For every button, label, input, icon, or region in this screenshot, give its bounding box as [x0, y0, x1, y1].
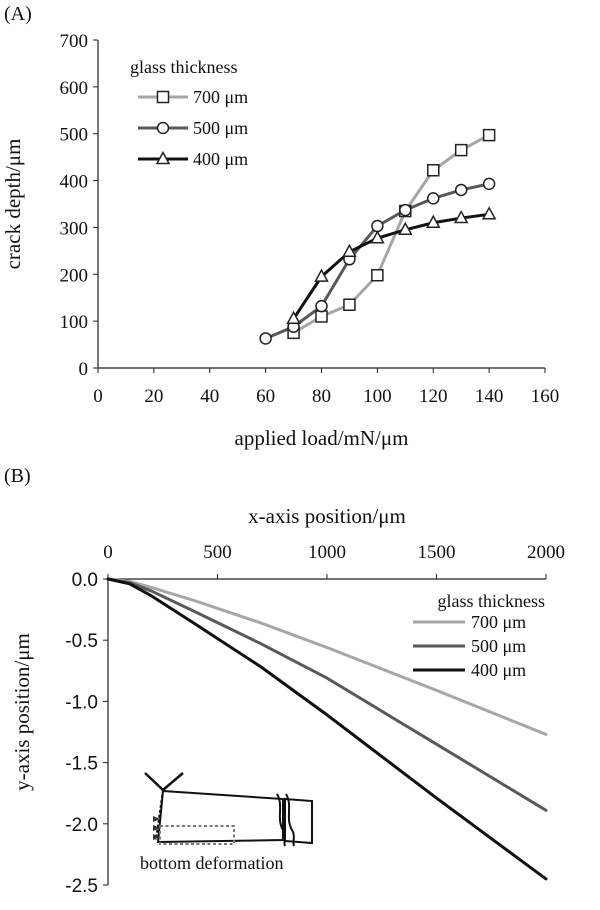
chart-b: 0 500 1000 1500 2000 0.0 -0.5 -1.0 -1.5 -2.0 -2.5 x…: [10, 504, 565, 897]
indenter-arm-right: [162, 772, 184, 791]
data-point: [398, 221, 413, 236]
y-tick-label: -0.5: [65, 631, 98, 652]
indenter-arm-left: [144, 772, 164, 791]
arrow-tip-icon: [153, 825, 160, 831]
x-tick-label: 20: [144, 386, 163, 407]
legend-label: 500 μm: [471, 636, 526, 656]
y-tick-label: -1.5: [65, 754, 98, 775]
data-point: [315, 299, 328, 313]
data-point: [343, 298, 356, 311]
arrow-tip-icon: [153, 834, 160, 840]
y-tick-label: 700: [60, 31, 89, 52]
legend-label: 700 μm: [193, 87, 248, 107]
legend-label: 400 μm: [193, 149, 248, 169]
x-tick-label: 140: [475, 386, 504, 407]
x-tick-label: 0: [103, 542, 113, 563]
legend-label: 700 μm: [471, 612, 526, 632]
data-point: [286, 310, 301, 325]
x-axis-title: applied load/mN/μm: [235, 426, 409, 450]
deformation-outline: [159, 825, 235, 845]
data-point: [454, 143, 468, 157]
legend-label: 500 μm: [193, 118, 248, 138]
y-axis-title: y-axis position/μm: [10, 633, 34, 791]
data-point: [482, 177, 496, 191]
x-tick-label: 2000: [527, 542, 565, 563]
crack-line: [155, 789, 164, 841]
legend-marker: [155, 150, 171, 165]
data-point: [371, 219, 384, 233]
inset-diagram: bottom deformation: [140, 772, 313, 873]
data-point: [342, 243, 357, 258]
x-tick-label: 500: [203, 542, 232, 563]
y-tick-label: 600: [60, 78, 89, 99]
data-point: [314, 268, 329, 282]
break-mark-2: [285, 793, 295, 847]
x-tick-label: 1000: [308, 542, 346, 563]
data-point: [427, 164, 440, 177]
y-axis-title: crack depth/μm: [1, 139, 25, 270]
inset-label: bottom deformation: [140, 853, 283, 873]
legend-marker: [156, 90, 170, 104]
data-point: [371, 268, 384, 282]
y-tick-label: 500: [60, 125, 89, 146]
legend-title: glass thickness: [130, 57, 238, 77]
x-tick-label: 160: [531, 386, 560, 407]
y-tick-label: -1.0: [65, 692, 98, 713]
data-point: [399, 203, 412, 217]
x-tick-label: 120: [419, 386, 448, 407]
data-point: [259, 332, 272, 345]
y-tick-label: 0: [79, 359, 89, 380]
data-point: [453, 209, 469, 224]
x-tick-label: 80: [312, 386, 331, 407]
x-tick-label: 100: [363, 386, 392, 407]
panel-label-a: (A): [4, 3, 32, 25]
break-mark-1: [276, 793, 286, 847]
y-tick-label: 400: [60, 172, 89, 193]
x-tick-label: 60: [256, 386, 275, 407]
legend-title: glass thickness: [438, 591, 546, 611]
y-tick-label: -2.5: [65, 876, 98, 897]
series-line-0: [106, 577, 548, 736]
series-line-1: [265, 182, 490, 340]
y-tick-label: 100: [60, 312, 89, 333]
data-point: [481, 206, 497, 220]
series-line-2: [106, 577, 548, 881]
data-point: [427, 192, 440, 205]
arrow-tip-icon: [153, 816, 160, 822]
data-point: [315, 310, 328, 323]
chart-a: 0 100 200 300 400 500 600 700 0 20 40 60 80 100 120 140…: [1, 31, 559, 450]
y-tick-label: 300: [60, 218, 89, 239]
x-axis-title: x-axis position/μm: [248, 504, 406, 528]
x-tick-label: 40: [200, 386, 219, 407]
series-line-1: [106, 577, 548, 812]
y-tick-label: -2.0: [65, 815, 98, 836]
data-point: [482, 128, 496, 142]
legend-marker: [156, 121, 170, 135]
y-tick-label: 0.0: [72, 570, 98, 591]
data-point: [370, 230, 385, 244]
glass-block: [156, 789, 284, 844]
y-tick-label: 200: [60, 265, 89, 286]
data-point: [454, 183, 468, 197]
x-tick-label: 1500: [418, 542, 456, 563]
glass-block-end: [284, 797, 313, 845]
data-point: [425, 214, 441, 228]
legend-label: 400 μm: [471, 660, 526, 680]
panel-label-b: (B): [4, 465, 31, 487]
x-tick-label: 0: [93, 386, 103, 407]
